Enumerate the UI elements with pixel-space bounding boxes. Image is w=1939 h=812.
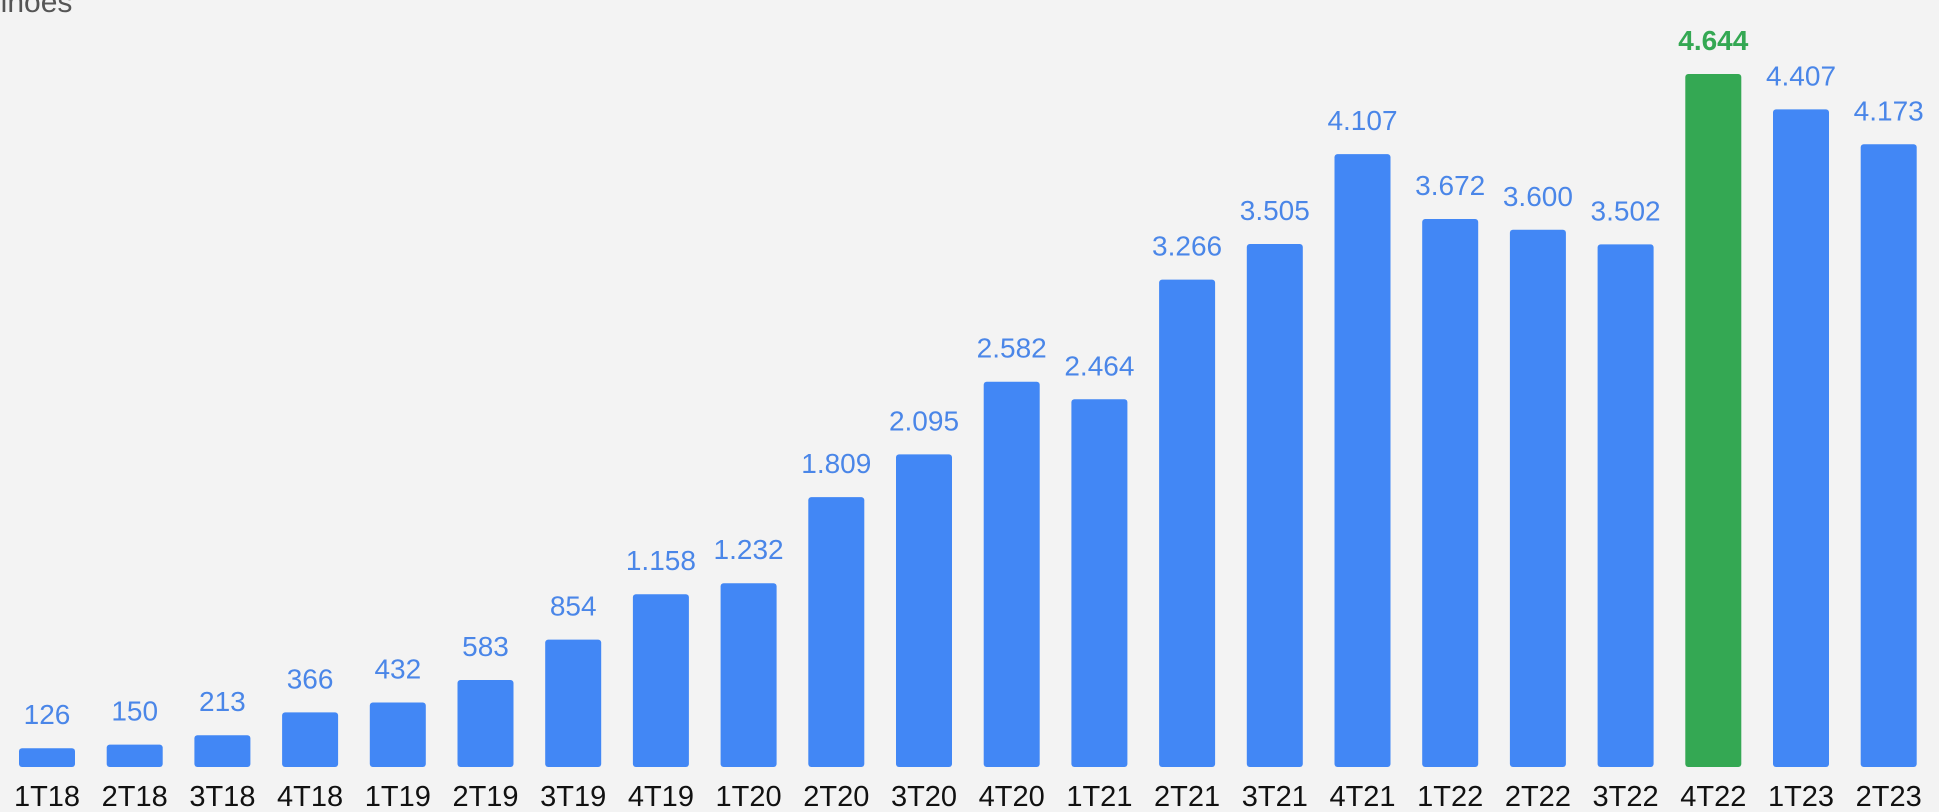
category-label-2T18: 2T18 [102,781,168,812]
bar-3T22 [1597,244,1654,767]
category-label-1T22: 1T22 [1417,781,1483,812]
value-label-1T18: 126 [24,699,71,730]
category-label-2T20: 2T20 [803,781,869,812]
bar-4T22 [1685,74,1742,767]
category-label-4T22: 4T22 [1680,781,1746,812]
category-label-3T18: 3T18 [189,781,255,812]
value-label-2T23: 4.173 [1854,95,1924,126]
value-label-2T21: 3.266 [1152,231,1222,262]
category-label-1T18: 1T18 [14,781,80,812]
bar-3T20 [896,454,952,767]
category-label-3T22: 3T22 [1593,781,1659,812]
category-label-4T21: 4T21 [1329,781,1395,812]
bar-3T18 [194,735,251,767]
value-label-3T21: 3.505 [1240,195,1310,226]
value-label-1T22: 3.672 [1415,170,1485,201]
bar-1T20 [720,583,777,767]
category-label-2T21: 2T21 [1154,781,1220,812]
value-label-3T18: 213 [199,686,246,717]
value-label-3T20: 2.095 [889,405,959,436]
value-label-1T21: 2.464 [1064,350,1134,381]
category-label-1T19: 1T19 [365,781,431,812]
value-label-4T18: 366 [287,663,334,694]
value-label-4T19: 1.158 [626,545,696,576]
bar-2T21 [1159,279,1216,767]
bar-4T19 [632,594,689,767]
value-label-2T19: 583 [462,631,509,662]
category-label-2T19: 2T19 [452,781,518,812]
bar-1T22 [1422,219,1479,767]
bar-2T20 [808,497,865,767]
unit-label: ilhões [0,0,73,19]
bar-1T19 [369,702,426,767]
value-label-3T19: 854 [550,591,597,622]
category-label-2T23: 2T23 [1856,781,1922,812]
category-label-4T18: 4T18 [277,781,343,812]
bar-1T21 [1071,399,1128,767]
value-label-1T23: 4.407 [1766,60,1836,91]
value-label-1T19: 432 [374,654,421,685]
category-label-1T23: 1T23 [1768,781,1834,812]
bar-4T21 [1334,154,1391,768]
value-label-4T20: 2.582 [977,333,1047,364]
category-label-1T21: 1T21 [1066,781,1132,812]
bar-3T21 [1246,244,1303,767]
bar-4T20 [983,381,1040,767]
bar-4T18 [282,712,339,767]
bar-2T23 [1860,144,1917,768]
value-label-2T20: 1.809 [801,448,871,479]
bar-2T18 [106,744,163,767]
value-label-1T20: 1.232 [714,534,784,565]
category-label-1T20: 1T20 [716,781,782,812]
category-label-4T19: 4T19 [628,781,694,812]
value-label-2T22: 3.600 [1503,181,1573,212]
bar-2T22 [1509,229,1566,768]
category-label-2T22: 2T22 [1505,781,1571,812]
bar-1T18 [19,748,75,767]
value-label-3T22: 3.502 [1591,195,1661,226]
bar-1T23 [1773,109,1829,767]
category-label-4T20: 4T20 [979,781,1045,812]
category-label-3T21: 3T21 [1242,781,1308,812]
value-label-4T21: 4.107 [1327,105,1397,136]
value-label-4T22: 4.644 [1678,25,1748,56]
bar-2T19 [457,680,514,767]
category-label-3T20: 3T20 [891,781,957,812]
bar-3T19 [545,639,602,767]
value-label-2T18: 150 [111,696,158,727]
category-label-3T19: 3T19 [540,781,606,812]
